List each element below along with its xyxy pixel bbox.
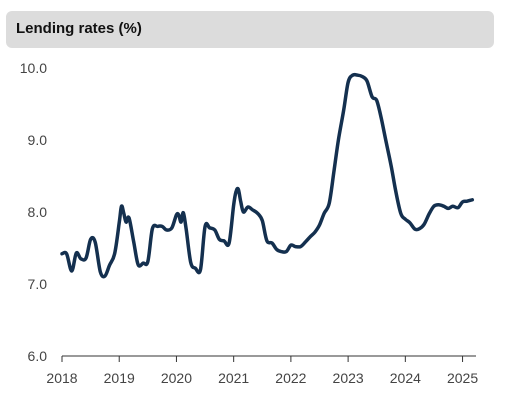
series-layer <box>60 72 475 279</box>
x-tick-label: 2019 <box>104 370 135 386</box>
x-tick-label: 2024 <box>390 370 421 386</box>
y-tick-label: 10.0 <box>20 60 47 76</box>
y-tick-label: 6.0 <box>28 348 48 364</box>
x-tick-label: 2023 <box>333 370 364 386</box>
y-tick-label: 7.0 <box>28 276 48 292</box>
x-tick-label: 2025 <box>447 370 478 386</box>
x-tick-label: 2020 <box>161 370 192 386</box>
x-tick-label: 2018 <box>46 370 77 386</box>
y-axis-labels: 6.0 7.0 8.0 9.0 10.0 <box>20 60 47 364</box>
x-axis: 2018 2019 2020 2021 2022 2023 2024 2025 <box>46 355 478 386</box>
x-tick-label: 2021 <box>218 370 249 386</box>
x-tick-label: 2022 <box>275 370 306 386</box>
lending-rate-line <box>60 72 475 279</box>
y-tick-label: 8.0 <box>28 204 48 220</box>
y-tick-label: 9.0 <box>28 132 48 148</box>
chart-title: Lending rates (%) <box>16 20 142 37</box>
chart-title-bar: Lending rates (%) <box>6 11 494 48</box>
